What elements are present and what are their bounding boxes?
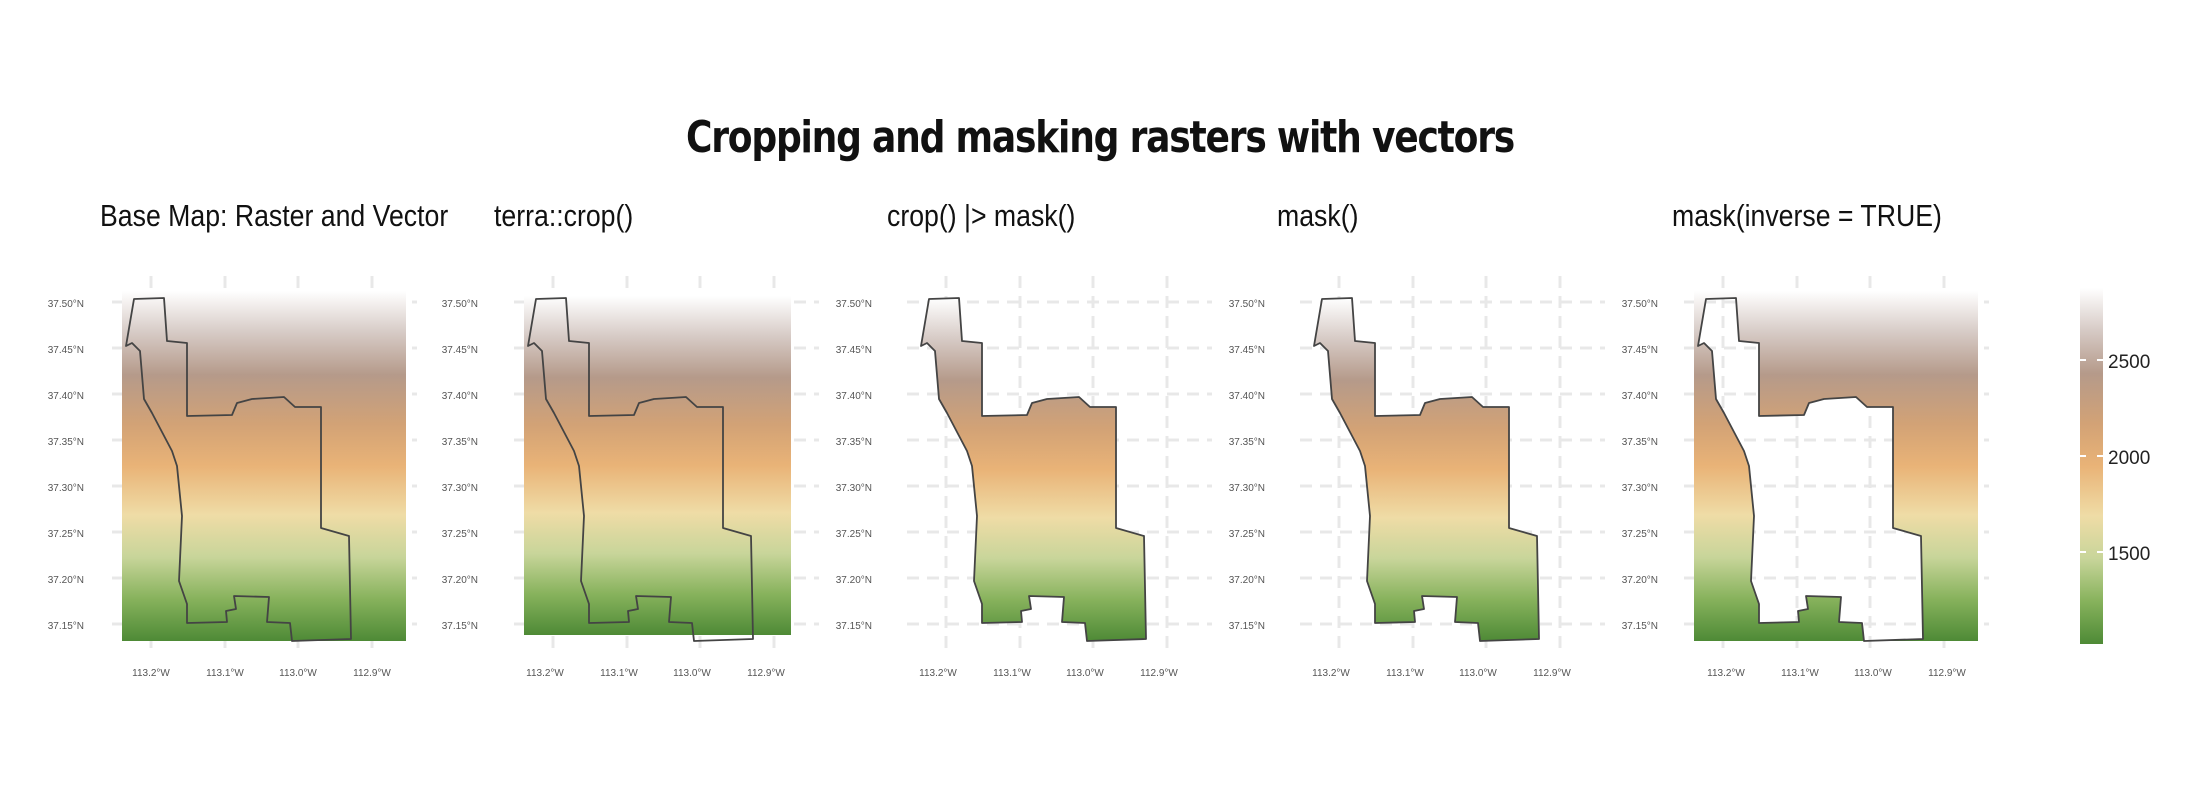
- lon-tick: 113.0°W: [1459, 668, 1497, 679]
- lon-tick: 113.2°W: [526, 668, 564, 679]
- panel-title-inverse: mask(inverse = TRUE): [1672, 198, 1942, 233]
- lat-tick: 37.40°N: [1229, 391, 1265, 402]
- lat-tick: 37.35°N: [1229, 437, 1265, 448]
- lat-tick: 37.40°N: [48, 391, 84, 402]
- lat-tick: 37.35°N: [442, 437, 478, 448]
- map-panel-crop: [512, 274, 821, 658]
- lat-tick: 37.40°N: [1622, 391, 1658, 402]
- dem-raster-inverse: [1694, 291, 1978, 641]
- lat-tick: 37.50°N: [48, 299, 84, 310]
- panel-title-mask: mask(): [1277, 198, 1359, 233]
- lon-tick: 113.1°W: [993, 668, 1031, 679]
- lat-tick: 37.20°N: [836, 575, 872, 586]
- lon-tick: 113.1°W: [206, 668, 244, 679]
- map-panel-base: [110, 274, 419, 658]
- lon-tick: 113.0°W: [1066, 668, 1104, 679]
- lon-tick: 112.9°W: [353, 668, 391, 679]
- lat-tick: 37.40°N: [836, 391, 872, 402]
- lon-tick: 113.1°W: [1781, 668, 1819, 679]
- lat-tick: 37.25°N: [836, 529, 872, 540]
- map-panel-mask: [1298, 274, 1607, 658]
- lat-tick: 37.50°N: [1622, 299, 1658, 310]
- lon-tick: 113.2°W: [132, 668, 170, 679]
- lat-tick: 37.35°N: [836, 437, 872, 448]
- lat-tick: 37.45°N: [1622, 345, 1658, 356]
- elevation-legend: 2500 2000 1500: [2080, 288, 2150, 644]
- lat-tick: 37.20°N: [48, 575, 84, 586]
- lat-tick: 37.15°N: [442, 621, 478, 632]
- lat-tick: 37.20°N: [1622, 575, 1658, 586]
- lat-tick: 37.45°N: [1229, 345, 1265, 356]
- lat-tick: 37.40°N: [442, 391, 478, 402]
- legend-tick: 2000: [2108, 448, 2150, 469]
- lat-tick: 37.30°N: [1229, 483, 1265, 494]
- lat-tick: 37.15°N: [1622, 621, 1658, 632]
- lat-tick: 37.45°N: [48, 345, 84, 356]
- lat-tick: 37.50°N: [442, 299, 478, 310]
- lat-tick: 37.15°N: [48, 621, 84, 632]
- lat-tick: 37.25°N: [1622, 529, 1658, 540]
- tick-labels: 37.50°N 37.45°N 37.40°N 37.35°N 37.30°N …: [48, 299, 1967, 679]
- panel-title-base: Base Map: Raster and Vector: [100, 198, 449, 233]
- lat-tick: 37.20°N: [1229, 575, 1265, 586]
- lat-tick: 37.20°N: [442, 575, 478, 586]
- lat-tick: 37.35°N: [1622, 437, 1658, 448]
- lat-tick: 37.50°N: [1229, 299, 1265, 310]
- lat-tick: 37.15°N: [1229, 621, 1265, 632]
- map-panel-cropmask: [905, 274, 1214, 658]
- lat-tick: 37.30°N: [836, 483, 872, 494]
- legend-tick: 2500: [2108, 352, 2150, 373]
- lat-tick: 37.30°N: [48, 483, 84, 494]
- chart-title: Cropping and masking rasters with vector…: [685, 112, 1515, 163]
- panel-title-crop: terra::crop(): [494, 198, 634, 233]
- lon-tick: 113.0°W: [1854, 668, 1892, 679]
- map-panel-inverse: [1682, 274, 1991, 658]
- lat-tick: 37.35°N: [48, 437, 84, 448]
- lon-tick: 113.1°W: [600, 668, 638, 679]
- lat-tick: 37.50°N: [836, 299, 872, 310]
- lat-tick: 37.30°N: [1622, 483, 1658, 494]
- lon-tick: 112.9°W: [1533, 668, 1571, 679]
- panel-title-cropmask: crop() |> mask(): [887, 198, 1076, 233]
- lat-tick: 37.25°N: [48, 529, 84, 540]
- legend-colorbar: [2080, 288, 2103, 644]
- legend-tick: 1500: [2108, 544, 2150, 565]
- dem-raster-cropped: [524, 296, 791, 635]
- lat-tick: 37.45°N: [836, 345, 872, 356]
- dem-raster: [122, 291, 406, 641]
- lat-tick: 37.25°N: [442, 529, 478, 540]
- lon-tick: 112.9°W: [1928, 668, 1966, 679]
- lat-tick: 37.30°N: [442, 483, 478, 494]
- lon-tick: 113.2°W: [919, 668, 957, 679]
- lat-tick: 37.25°N: [1229, 529, 1265, 540]
- lat-tick: 37.15°N: [836, 621, 872, 632]
- lon-tick: 113.0°W: [673, 668, 711, 679]
- lon-tick: 113.2°W: [1312, 668, 1350, 679]
- lat-tick: 37.45°N: [442, 345, 478, 356]
- lon-tick: 113.1°W: [1386, 668, 1424, 679]
- lon-tick: 112.9°W: [1140, 668, 1178, 679]
- lon-tick: 113.0°W: [279, 668, 317, 679]
- lon-tick: 113.2°W: [1707, 668, 1745, 679]
- lon-tick: 112.9°W: [747, 668, 785, 679]
